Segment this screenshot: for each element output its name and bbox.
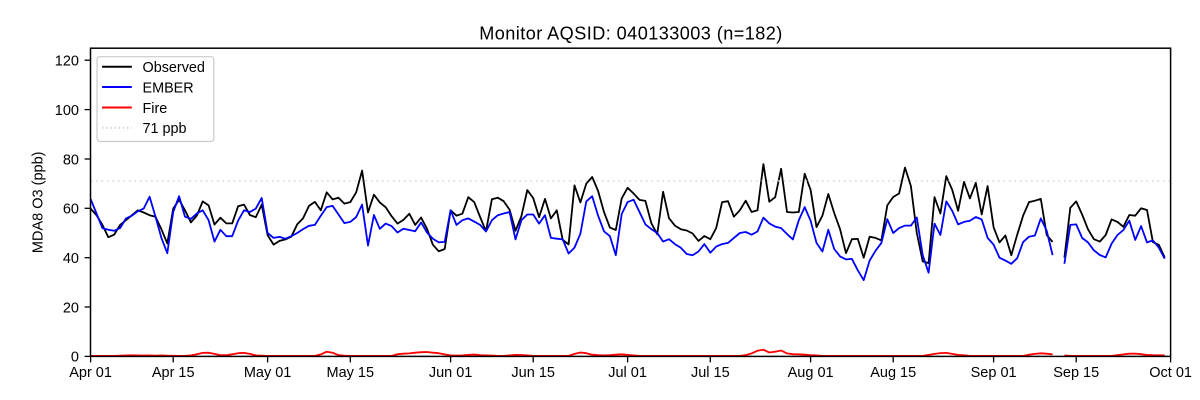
svg-text:100: 100 <box>55 103 79 119</box>
svg-text:MDA8 O3 (ppb): MDA8 O3 (ppb) <box>31 152 47 254</box>
svg-text:20: 20 <box>63 300 79 316</box>
svg-text:Apr 01: Apr 01 <box>69 365 112 381</box>
svg-text:EMBER: EMBER <box>143 80 194 96</box>
svg-text:Sep 15: Sep 15 <box>1053 365 1099 381</box>
svg-text:Sep 01: Sep 01 <box>971 365 1017 381</box>
svg-text:80: 80 <box>63 152 79 168</box>
svg-text:Jun 01: Jun 01 <box>429 365 473 381</box>
svg-text:Aug 15: Aug 15 <box>870 365 916 381</box>
svg-text:Monitor AQSID: 040133003 (n=18: Monitor AQSID: 040133003 (n=182) <box>479 23 783 43</box>
svg-text:60: 60 <box>63 202 79 218</box>
svg-text:Apr 15: Apr 15 <box>152 365 195 381</box>
svg-text:Jun 15: Jun 15 <box>511 365 555 381</box>
svg-text:Jul 15: Jul 15 <box>691 365 730 381</box>
svg-text:0: 0 <box>71 350 79 366</box>
svg-text:40: 40 <box>63 251 79 267</box>
svg-text:Observed: Observed <box>143 60 205 76</box>
svg-text:May 15: May 15 <box>327 365 375 381</box>
svg-text:Fire: Fire <box>143 101 168 117</box>
svg-text:Jul 01: Jul 01 <box>608 365 647 381</box>
svg-text:May 01: May 01 <box>244 365 292 381</box>
svg-text:71 ppb: 71 ppb <box>143 121 187 137</box>
svg-text:Aug 01: Aug 01 <box>788 365 834 381</box>
svg-text:Oct 01: Oct 01 <box>1149 365 1192 381</box>
svg-text:120: 120 <box>55 54 79 70</box>
